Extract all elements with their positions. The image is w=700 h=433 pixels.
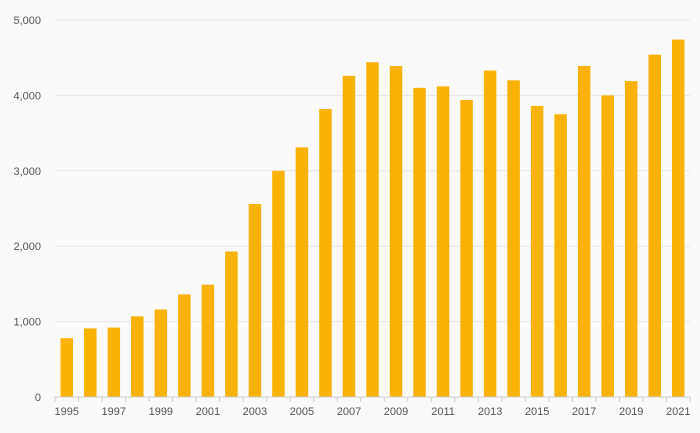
- bar-2014: [507, 80, 520, 397]
- bar-1995: [60, 338, 74, 397]
- bar-2018: [601, 95, 614, 398]
- x-tick-label: 2001: [196, 406, 220, 418]
- x-tick-label: 1999: [149, 406, 173, 418]
- x-tick-label: 2019: [619, 406, 643, 418]
- bars: [60, 39, 685, 398]
- bar-2000: [178, 294, 191, 397]
- x-tick-label: 2015: [525, 406, 549, 418]
- bar-2016: [554, 114, 567, 397]
- bar-2020: [648, 54, 661, 398]
- bar-2002: [225, 251, 238, 397]
- bar-2011: [436, 86, 450, 398]
- bar-1996: [84, 328, 97, 397]
- x-tick-label: 2009: [384, 406, 408, 418]
- x-tick-label: 1995: [55, 406, 79, 418]
- y-tick-label: 4,000: [13, 90, 41, 102]
- bar-2006: [319, 108, 332, 398]
- bar-2015: [530, 105, 544, 398]
- x-tick-label: 2011: [431, 406, 455, 418]
- x-tick-label: 2003: [243, 406, 267, 418]
- x-tick-label: 2013: [478, 406, 502, 418]
- x-axis-labels: 1995 1997 1999 2001 2003 2005 2007 2009 2011 2013…: [55, 406, 691, 418]
- bar-2007: [342, 75, 356, 398]
- y-tick-label: 2,000: [13, 241, 41, 253]
- bar-1998: [131, 316, 144, 397]
- bar-2003: [248, 203, 262, 397]
- bar-2008: [366, 62, 379, 397]
- x-tick-label: 2017: [572, 406, 596, 418]
- y-tick-label: 0: [35, 392, 41, 404]
- y-tick-label: 5,000: [13, 15, 41, 27]
- bar-1997: [107, 327, 121, 397]
- y-tick-label: 3,000: [13, 166, 41, 178]
- bar-2009: [389, 65, 403, 397]
- x-tick-label: 2007: [337, 406, 361, 418]
- bar-2013: [483, 70, 497, 397]
- bar-2005: [295, 147, 309, 397]
- bar-2010: [413, 87, 426, 398]
- bar-2004: [272, 170, 285, 397]
- bar-2021: [671, 39, 685, 397]
- bar-1999: [154, 309, 168, 397]
- bar-2017: [577, 65, 591, 397]
- x-axis-ticks: [54, 397, 691, 402]
- y-axis-labels: 0 1,000 2,000 3,000 4,000 5,000: [13, 15, 41, 404]
- x-tick-label: 1997: [102, 406, 126, 418]
- bar-2019: [624, 81, 638, 397]
- bar-2001: [201, 284, 215, 397]
- bar-2012: [460, 99, 473, 397]
- y-tick-label: 1,000: [13, 317, 41, 329]
- x-tick-label: 2005: [290, 406, 314, 418]
- x-tick-label: 2021: [666, 406, 690, 418]
